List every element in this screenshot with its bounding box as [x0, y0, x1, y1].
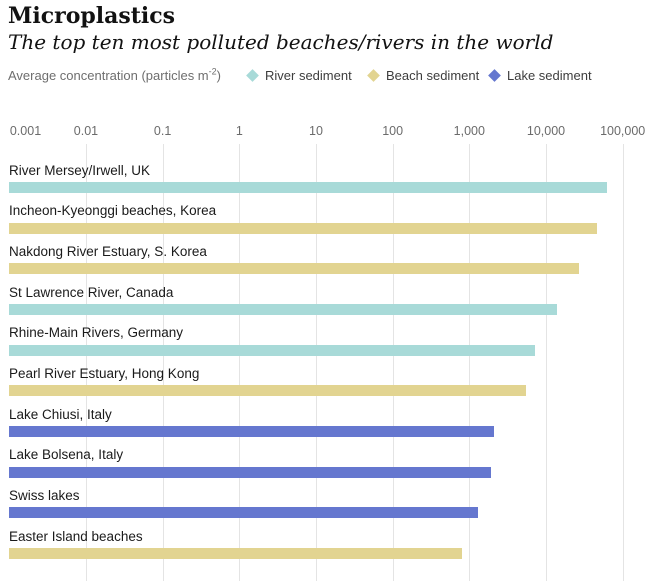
bar-label: River Mersey/Irwell, UK	[9, 162, 151, 178]
bar-beach-sediment	[9, 222, 597, 234]
legend-label: River sediment	[265, 68, 352, 83]
bar-label: Nakdong River Estuary, S. Korea	[9, 243, 207, 259]
bar-label: Lake Bolsena, Italy	[9, 447, 124, 463]
legend-label: Lake sediment	[507, 68, 592, 83]
bar-lake-sediment	[9, 426, 495, 438]
x-axis-tick-label: 10,000	[526, 124, 566, 138]
x-axis-unit-text: Average concentration (particles m	[8, 68, 209, 83]
legend-item-beach-sediment: Beach sediment	[367, 67, 480, 84]
bar-label: Incheon-Kyeonggi beaches, Korea	[9, 203, 217, 219]
gridline	[85, 144, 87, 581]
gridline	[392, 144, 394, 581]
bar-beach-sediment	[9, 548, 462, 560]
legend-label: Beach sediment	[386, 68, 480, 83]
x-axis-tick-label: 1,000	[453, 124, 485, 138]
bar-beach-sediment	[9, 385, 527, 397]
gridline	[622, 144, 624, 581]
x-axis-tick-label: 100	[382, 124, 404, 138]
bar-label: Pearl River Estuary, Hong Kong	[9, 365, 200, 381]
chart-subtitle: The top ten most polluted beaches/rivers…	[8, 30, 554, 54]
gridline	[469, 144, 471, 581]
x-axis-tick-label: 0.001	[9, 124, 42, 138]
x-axis-tick-label: 1	[235, 124, 243, 138]
bar-river-sediment	[9, 304, 558, 315]
legend-item-river-sediment: River sediment	[246, 67, 352, 84]
bar-lake-sediment	[9, 507, 479, 519]
x-axis-unit-label: Average concentration (particles m-2)	[8, 66, 221, 83]
x-axis-tick-label: 100,000	[600, 124, 646, 138]
bar-river-sediment	[9, 182, 608, 193]
x-axis-tick-label: 0.01	[73, 124, 99, 138]
legend-item-lake-sediment: Lake sediment	[488, 67, 592, 84]
bar-river-sediment	[9, 344, 535, 356]
x-axis-tick-label: 0.1	[153, 124, 172, 138]
x-axis-unit-superscript: -2	[208, 66, 217, 77]
bar-label: Rhine-Main Rivers, Germany	[9, 325, 184, 341]
bar-lake-sediment	[9, 466, 491, 478]
gridline	[545, 144, 547, 581]
gridline	[162, 144, 164, 581]
bar-beach-sediment	[9, 263, 580, 275]
x-axis-tick-label: 10	[309, 124, 323, 138]
gridline	[315, 144, 317, 581]
bar-label: Lake Chiusi, Italy	[9, 406, 112, 422]
bar-label: Swiss lakes	[9, 487, 80, 503]
bar-label: Easter Island beaches	[9, 528, 143, 544]
bar-label: St Lawrence River, Canada	[9, 284, 174, 300]
gridline	[239, 144, 241, 581]
chart-title: Microplastics	[8, 3, 176, 29]
x-axis-unit-close: )	[216, 68, 221, 83]
